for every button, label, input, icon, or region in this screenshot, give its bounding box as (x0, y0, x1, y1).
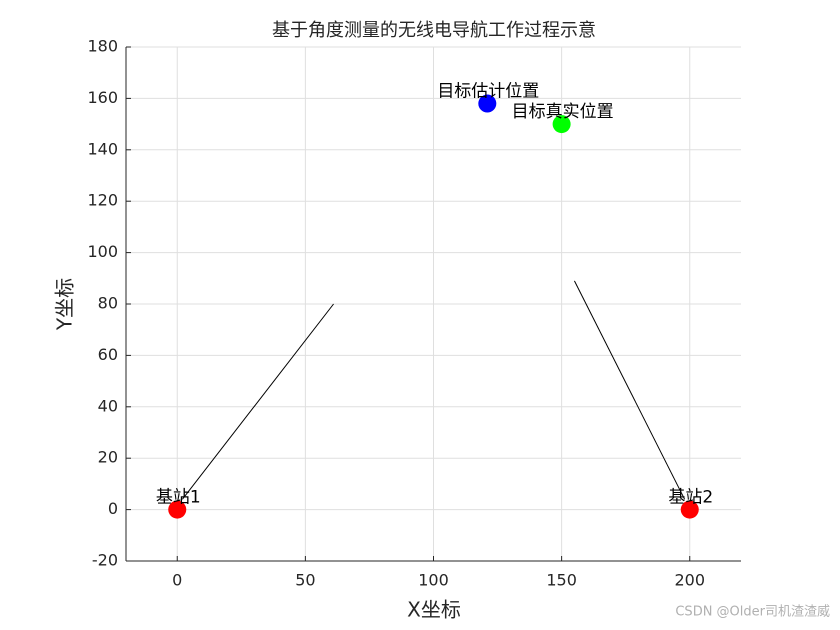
x-tick-label: 50 (295, 571, 315, 590)
y-tick-label: 140 (87, 139, 118, 158)
y-tick-label: 80 (98, 294, 118, 313)
point (552, 115, 571, 134)
y-tick-label: 180 (87, 37, 118, 56)
x-tick-label: 100 (418, 571, 449, 590)
point (680, 500, 699, 519)
y-tick-label: -20 (92, 551, 118, 570)
point-label: 基站1 (156, 488, 201, 508)
y-axis-label: Y坐标 (53, 278, 77, 331)
y-tick-label: 20 (98, 448, 118, 467)
y-tick-label: 60 (98, 345, 118, 364)
y-tick-label: 120 (87, 191, 118, 210)
x-tick-label: 150 (546, 571, 577, 590)
point-label: 目标真实位置 (512, 102, 614, 122)
y-tick-label: 0 (108, 499, 118, 518)
point-label: 基站2 (668, 488, 713, 508)
watermark: CSDN @Older司机渣渣威 (675, 605, 830, 620)
chart-title: 基于角度测量的无线电导航工作过程示意 (272, 20, 596, 41)
bearing-line (573, 280, 686, 500)
y-tick-label: 160 (87, 88, 118, 107)
x-axis-label: X坐标 (407, 598, 461, 622)
point-label: 目标估计位置 (437, 82, 539, 102)
y-tick-label: 100 (87, 242, 118, 261)
bearing-line (181, 303, 334, 500)
x-tick-label: 200 (674, 571, 705, 590)
point (168, 500, 187, 519)
x-tick-label: 0 (172, 571, 182, 590)
y-tick-label: 40 (98, 396, 118, 415)
point (478, 94, 497, 113)
